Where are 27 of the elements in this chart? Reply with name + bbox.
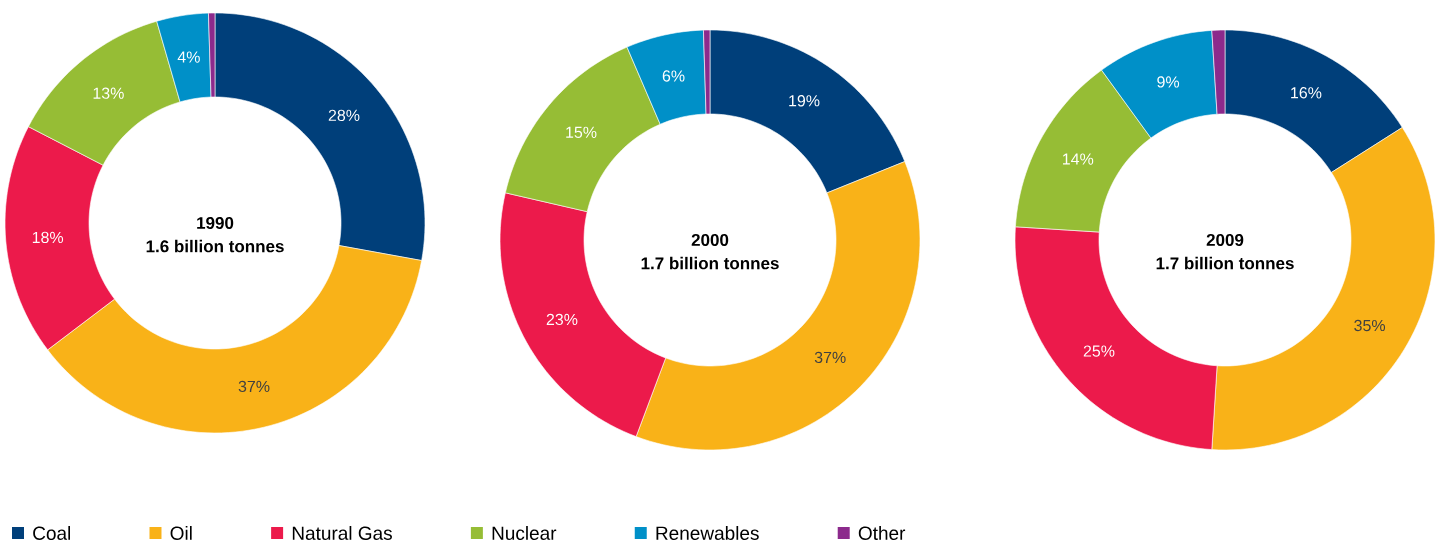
- data-label: 25%: [1083, 345, 1115, 357]
- text: 1.7 billion tonnes: [641, 256, 779, 270]
- data-label: 6%: [662, 70, 685, 82]
- data-label: 23%: [546, 313, 578, 326]
- data-label: 16%: [1291, 87, 1322, 99]
- data-label: 4%: [177, 51, 200, 63]
- legend-label: Other: [858, 526, 906, 540]
- text: 1.6 billion tonnes: [146, 239, 284, 253]
- legend-label: Natural Gas: [292, 526, 392, 540]
- data-label: 14%: [1063, 153, 1094, 165]
- data-label: 35%: [1354, 319, 1386, 332]
- text: 1.7 billion tonnes: [1156, 256, 1294, 270]
- legend-label: Renewables: [656, 526, 759, 540]
- data-label: 37%: [814, 351, 846, 364]
- text: 2009: [1206, 233, 1244, 247]
- data-label: 19%: [789, 95, 820, 107]
- legend-label: Oil: [170, 526, 192, 540]
- text: 1990: [197, 216, 234, 230]
- text: 2000: [691, 233, 729, 247]
- data-label: 13%: [93, 87, 124, 99]
- data-label: 18%: [32, 231, 64, 244]
- data-label: 9%: [1157, 76, 1180, 88]
- legend-label: Coal: [33, 526, 71, 540]
- legend-label: Nuclear: [492, 526, 557, 540]
- data-label: 37%: [238, 380, 270, 393]
- data-label: 15%: [566, 126, 597, 138]
- data-label: 28%: [328, 109, 360, 122]
